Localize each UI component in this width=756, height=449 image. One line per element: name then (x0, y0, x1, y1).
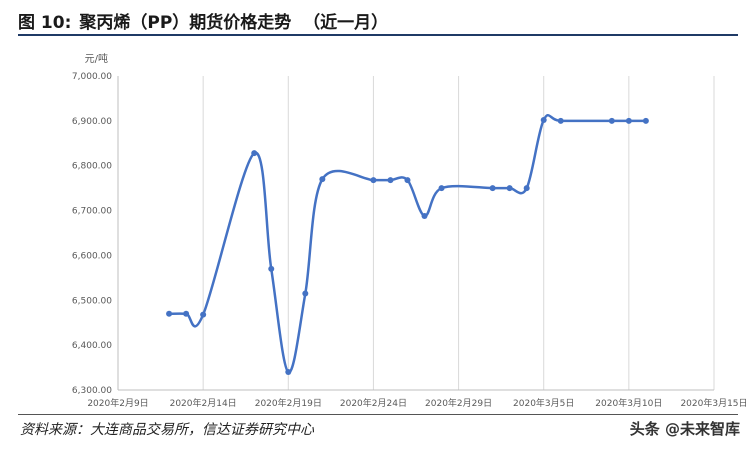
data-point (370, 177, 377, 184)
x-tick-label: 2020年2月9日 (87, 397, 148, 409)
figure-title: 聚丙烯（PP）期货价格走势 （近一月） (79, 12, 389, 33)
data-point (557, 117, 564, 124)
data-point (200, 311, 207, 318)
y-tick-label: 6,500.00 (72, 296, 112, 306)
y-tick-label: 6,300.00 (72, 386, 112, 396)
header-rule (18, 34, 738, 36)
source-note: 资料来源：大连商品交易所，信达证券研究中心 (20, 422, 314, 438)
x-tick-label: 2020年2月19日 (255, 397, 322, 409)
footer-rule (18, 414, 738, 415)
data-point (404, 177, 411, 184)
data-point (421, 212, 428, 219)
data-point (251, 150, 258, 157)
x-tick-label: 2020年2月14日 (170, 397, 237, 409)
x-tick-label: 2020年3月15日 (680, 397, 747, 409)
y-tick-label: 6,800.00 (72, 162, 112, 172)
data-point (302, 290, 309, 297)
y-tick-label: 6,400.00 (72, 341, 112, 351)
data-point (438, 185, 445, 192)
data-point (642, 117, 649, 124)
data-point (506, 185, 513, 192)
x-tick-label: 2020年3月10日 (595, 397, 662, 409)
y-unit-label: 元/吨 (85, 52, 108, 65)
data-point (387, 177, 394, 184)
y-tick-label: 6,900.00 (72, 117, 112, 127)
data-point (625, 117, 632, 124)
data-point (166, 310, 173, 317)
data-point (523, 185, 530, 192)
data-point (540, 116, 547, 123)
series-line (169, 114, 646, 374)
data-point (183, 310, 190, 317)
x-tick-label: 2020年3月5日 (513, 397, 574, 409)
y-tick-label: 6,700.00 (72, 207, 112, 217)
data-point (285, 369, 292, 376)
data-point (268, 265, 275, 272)
y-tick-label: 7,000.00 (72, 72, 112, 82)
y-tick-label: 6,600.00 (72, 251, 112, 261)
line-chart: 元/吨 2020年2月9日 2020年2月14日 2020年2月19日 2020年2月2… (72, 52, 748, 409)
figure-header: 图 10: 聚丙烯（PP）期货价格走势 （近一月） (18, 8, 738, 33)
figure-label: 图 10: (18, 12, 72, 33)
watermark: 头条 @未来智库 (629, 420, 740, 438)
x-tick-label: 2020年2月29日 (425, 397, 492, 409)
x-tick-label: 2020年2月24日 (340, 397, 407, 409)
data-point (489, 185, 496, 192)
data-point (608, 117, 615, 124)
data-point (319, 176, 326, 183)
